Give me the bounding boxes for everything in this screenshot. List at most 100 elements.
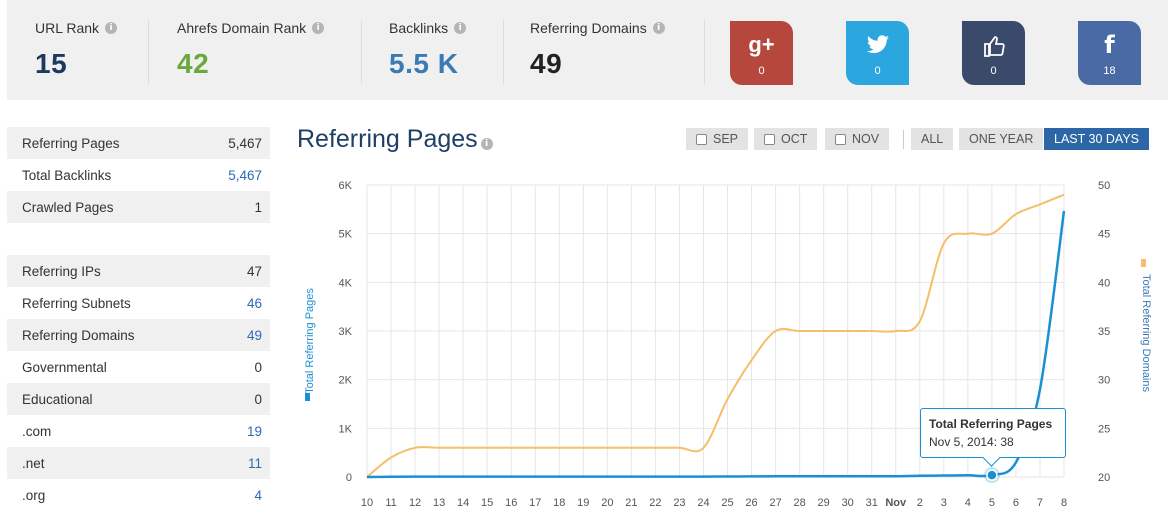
- range-all-button[interactable]: ALL: [911, 128, 954, 150]
- y-tick-label-left: 1K: [339, 423, 353, 435]
- metric-value-link[interactable]: 5,467: [228, 167, 262, 183]
- facebook-share-button[interactable]: f 18: [1078, 21, 1141, 85]
- highlight-point: [986, 469, 998, 481]
- y-tick-label-left: 2K: [339, 375, 353, 387]
- checkbox-icon[interactable]: [764, 133, 775, 145]
- legend-marker-referring-pages: [305, 393, 310, 401]
- filter-nov-toggle[interactable]: NOV: [825, 128, 890, 150]
- stat-label: Ahrefs Domain Rank: [177, 20, 307, 36]
- x-tick-label: 13: [433, 497, 445, 509]
- series-line-referring-domains: [366, 193, 1065, 478]
- share-count: 0: [758, 65, 765, 77]
- x-tick-label: 14: [457, 497, 469, 509]
- metric-label: Total Backlinks: [22, 167, 112, 183]
- filter-oct-toggle[interactable]: OCT: [754, 128, 818, 150]
- metric-value: 47: [246, 263, 262, 279]
- filter-sep-toggle[interactable]: SEP: [686, 128, 749, 150]
- info-icon[interactable]: i: [105, 22, 118, 34]
- metric-row-spacer: [7, 223, 270, 255]
- chart-tooltip: Total Referring Pages Nov 5, 2014: 38: [920, 408, 1066, 458]
- y-tick-label-right: 20: [1098, 472, 1110, 484]
- x-tick-label: 16: [505, 497, 517, 509]
- twitter-share-button[interactable]: 0: [846, 21, 909, 85]
- y-tick-label-right: 40: [1098, 277, 1110, 289]
- checkbox-icon[interactable]: [835, 133, 846, 145]
- filter-label: OCT: [781, 132, 808, 146]
- share-count: 0: [874, 65, 881, 77]
- divider: [704, 20, 705, 84]
- x-tick-label: 6: [1013, 497, 1019, 509]
- info-icon[interactable]: i: [454, 22, 467, 34]
- metrics-table: Referring Pages 5,467 Total Backlinks 5,46…: [7, 127, 270, 511]
- stat-label: URL Rank: [35, 20, 100, 36]
- info-icon[interactable]: i: [652, 22, 665, 34]
- x-tick-label: 23: [673, 497, 685, 509]
- series-line-referring-pages: [366, 210, 1066, 479]
- share-count: 18: [1103, 65, 1116, 77]
- metric-label: Educational: [22, 391, 93, 407]
- metric-value-link[interactable]: 11: [247, 455, 262, 471]
- info-icon[interactable]: i: [480, 138, 493, 150]
- stat-value: 15: [35, 48, 68, 79]
- stat-url-rank: URL Rank i 15: [35, 20, 118, 80]
- like-button[interactable]: 0: [962, 21, 1025, 85]
- chart-title-text: Referring Pages: [297, 125, 478, 153]
- metric-value: 1: [254, 199, 262, 215]
- divider: [361, 20, 362, 84]
- stat-value: 5.5 K: [389, 48, 459, 79]
- stat-domain-rank: Ahrefs Domain Rank i 42: [177, 20, 325, 80]
- checkbox-icon[interactable]: [696, 133, 707, 145]
- y-tick-label-right: 30: [1098, 375, 1110, 387]
- stat-referring-domains: Referring Domains i 49: [530, 20, 665, 80]
- metric-value-link[interactable]: 49: [246, 327, 262, 343]
- x-tick-label: 3: [941, 497, 947, 509]
- y-tick-label-left: 6K: [339, 180, 353, 192]
- info-icon[interactable]: i: [312, 22, 325, 34]
- metric-label: Referring Subnets: [22, 295, 131, 311]
- y-tick-label-left: 4K: [339, 277, 353, 289]
- stat-backlinks: Backlinks i 5.5 K: [389, 20, 467, 80]
- metric-row: .net 11: [7, 447, 270, 479]
- divider: [148, 20, 149, 84]
- x-tick-label: 26: [745, 497, 757, 509]
- x-tick-label: 11: [385, 497, 396, 509]
- tooltip-value: Nov 5, 2014: 38: [929, 435, 1014, 449]
- google-plus-share-button[interactable]: g+ 0: [730, 21, 793, 85]
- twitter-icon: [846, 35, 909, 57]
- range-last-30-days-button[interactable]: LAST 30 DAYS: [1044, 128, 1149, 150]
- y-axis-title-right: Total Referring Domains: [1140, 274, 1152, 392]
- metric-row: Referring IPs 47: [7, 255, 270, 287]
- x-tick-label: 5: [989, 497, 995, 509]
- metric-row: .com 19: [7, 415, 270, 447]
- stat-label: Backlinks: [389, 20, 449, 36]
- y-tick-label-left: 0: [346, 472, 352, 484]
- x-tick-label: 19: [577, 497, 589, 509]
- x-tick-label: 22: [649, 497, 661, 509]
- x-tick-label: 17: [529, 497, 541, 509]
- x-tick-label: 25: [721, 497, 733, 509]
- metric-value-link[interactable]: 19: [246, 423, 262, 439]
- metric-row: .org 4: [7, 479, 270, 511]
- metric-label: Referring Domains: [22, 327, 135, 343]
- metric-value: 5,467: [228, 135, 262, 151]
- metric-value: 0: [254, 359, 262, 375]
- metric-row: Educational 0: [7, 383, 270, 415]
- x-tick-label: 8: [1061, 497, 1067, 509]
- range-label: ALL: [921, 132, 944, 146]
- divider: [503, 20, 504, 84]
- google-plus-icon: g+: [748, 32, 775, 57]
- x-tick-label: 12: [409, 497, 421, 509]
- y-tick-label-right: 45: [1098, 229, 1110, 241]
- range-one-year-button[interactable]: ONE YEAR: [959, 128, 1044, 150]
- tooltip-title: Total Referring Pages: [929, 417, 1053, 431]
- x-tick-label: 21: [625, 497, 637, 509]
- filter-label: SEP: [713, 132, 739, 146]
- metric-value-link[interactable]: 46: [246, 295, 262, 311]
- stat-value: 42: [177, 48, 210, 79]
- divider: [903, 130, 904, 149]
- x-tick-label: 31: [866, 497, 878, 509]
- metric-row: Referring Pages 5,467: [7, 127, 270, 159]
- metric-value-link[interactable]: 4: [254, 487, 262, 503]
- legend-marker-referring-domains: [1141, 259, 1146, 267]
- stat-label: Referring Domains: [530, 20, 647, 36]
